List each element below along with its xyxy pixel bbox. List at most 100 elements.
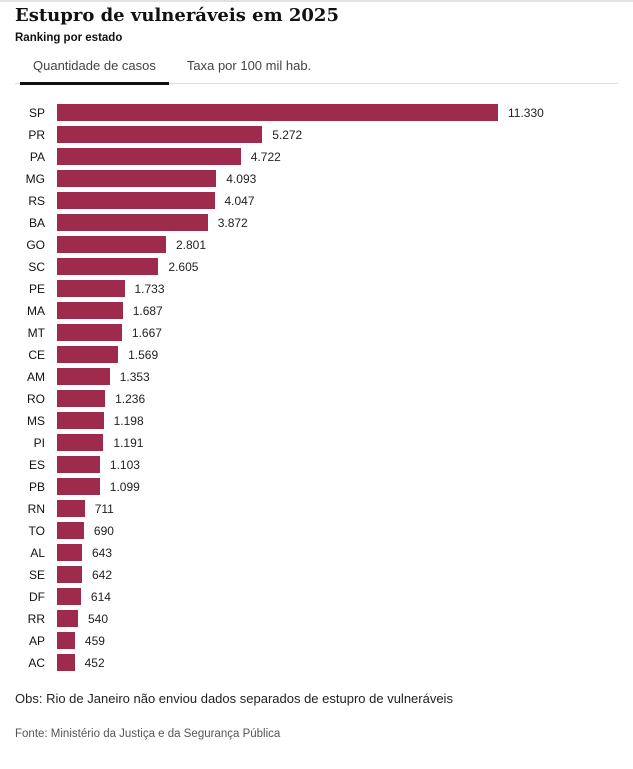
state-label: MA bbox=[27, 303, 45, 318]
value-label: 643 bbox=[92, 545, 113, 560]
value-label: 2.801 bbox=[176, 237, 207, 252]
bar bbox=[57, 412, 104, 429]
value-label: 1.667 bbox=[131, 325, 162, 340]
value-label: 1.353 bbox=[119, 369, 150, 384]
chart-row: RR 540 bbox=[15, 610, 618, 627]
chart-row: DF 614 bbox=[15, 588, 618, 605]
bar bbox=[57, 324, 122, 341]
value-label: 1.103 bbox=[109, 457, 140, 472]
value-label: 1.687 bbox=[132, 303, 163, 318]
value-label: 1.198 bbox=[113, 413, 144, 428]
bar bbox=[57, 500, 85, 517]
bar bbox=[57, 346, 119, 363]
state-label: AL bbox=[30, 545, 45, 560]
chart-row: MG 4.093 bbox=[15, 170, 618, 187]
bar bbox=[57, 456, 100, 473]
bar bbox=[57, 654, 75, 671]
value-label: 1.733 bbox=[134, 281, 165, 296]
chart-row: GO 2.801 bbox=[15, 236, 618, 253]
chart-row: AM 1.353 bbox=[15, 368, 618, 385]
bar bbox=[57, 434, 104, 451]
tab-quantidade-de-casos[interactable]: Quantidade de casos bbox=[20, 53, 169, 85]
chart-row: ES 1.103 bbox=[15, 456, 618, 473]
value-label: 614 bbox=[90, 589, 111, 604]
value-label: 2.605 bbox=[168, 259, 199, 274]
bar bbox=[57, 522, 84, 539]
chart-row: SE 642 bbox=[15, 566, 618, 583]
bar bbox=[57, 258, 159, 275]
chart-row: RN 711 bbox=[15, 500, 618, 517]
value-label: 1.569 bbox=[128, 347, 159, 362]
state-label: SP bbox=[28, 105, 45, 120]
bar bbox=[57, 610, 78, 627]
state-label: RN bbox=[27, 501, 45, 516]
chart-row: PE 1.733 bbox=[15, 280, 618, 297]
bar bbox=[57, 368, 110, 385]
chart-note: Obs: Rio de Janeiro não enviou dados sep… bbox=[15, 691, 453, 706]
page-subtitle: Ranking por estado bbox=[15, 32, 123, 44]
chart-row: RO 1.236 bbox=[15, 390, 618, 407]
bar bbox=[57, 588, 81, 605]
chart-row: PB 1.099 bbox=[15, 478, 618, 495]
state-label: MS bbox=[27, 413, 45, 428]
chart-row: PA 4.722 bbox=[15, 148, 618, 165]
chart-row: SP 11.330 bbox=[15, 104, 618, 121]
chart-row: SC 2.605 bbox=[15, 258, 618, 275]
value-label: 4.093 bbox=[226, 171, 257, 186]
bar bbox=[57, 104, 498, 121]
bar bbox=[57, 544, 82, 561]
state-label: BA bbox=[28, 215, 45, 230]
state-label: SE bbox=[28, 567, 45, 582]
value-label: 690 bbox=[93, 523, 114, 538]
state-label: AC bbox=[28, 655, 45, 670]
state-label: PR bbox=[28, 127, 45, 142]
chart-row: MT 1.667 bbox=[15, 324, 618, 341]
state-label: GO bbox=[26, 237, 45, 252]
chart-row: MS 1.198 bbox=[15, 412, 618, 429]
metric-tabs: Quantidade de casos Taxa por 100 mil hab… bbox=[15, 53, 618, 85]
state-label: TO bbox=[28, 523, 45, 538]
state-label: PE bbox=[28, 281, 45, 296]
value-label: 642 bbox=[92, 567, 113, 582]
chart-row: BA 3.872 bbox=[15, 214, 618, 231]
chart-source: Fonte: Ministério da Justiça e da Segura… bbox=[15, 728, 281, 740]
bar bbox=[57, 148, 241, 165]
bar bbox=[57, 632, 75, 649]
chart-row: PR 5.272 bbox=[15, 126, 618, 143]
chart-row: RS 4.047 bbox=[15, 192, 618, 209]
value-label: 540 bbox=[88, 611, 109, 626]
chart-row: PI 1.191 bbox=[15, 434, 618, 451]
bar bbox=[57, 566, 82, 583]
chart-row: CE 1.569 bbox=[15, 346, 618, 363]
state-label: RR bbox=[27, 611, 45, 626]
page: Estupro de vulneráveis em 2025 Ranking p… bbox=[0, 2, 633, 740]
state-label: AM bbox=[27, 369, 45, 384]
state-label: MT bbox=[27, 325, 45, 340]
tab-taxa-por-100-mil-hab[interactable]: Taxa por 100 mil hab. bbox=[174, 53, 324, 83]
bar bbox=[57, 280, 125, 297]
bar bbox=[57, 126, 263, 143]
state-label: PB bbox=[28, 479, 45, 494]
state-label: AP bbox=[28, 633, 45, 648]
value-label: 1.099 bbox=[109, 479, 140, 494]
state-label: DF bbox=[29, 589, 45, 604]
chart-row: AP 459 bbox=[15, 632, 618, 649]
value-label: 3.872 bbox=[217, 215, 248, 230]
state-label: RS bbox=[28, 193, 45, 208]
chart-row: MA 1.687 bbox=[15, 302, 618, 319]
state-label: PI bbox=[33, 435, 45, 450]
bar bbox=[57, 390, 106, 407]
value-label: 452 bbox=[84, 655, 105, 670]
bar bbox=[57, 192, 215, 209]
state-label: RO bbox=[27, 391, 45, 406]
value-label: 459 bbox=[84, 633, 105, 648]
value-label: 4.047 bbox=[224, 193, 255, 208]
state-label: PA bbox=[29, 149, 45, 164]
value-label: 1.191 bbox=[113, 435, 144, 450]
state-label: SC bbox=[28, 259, 45, 274]
chart-row: AC 452 bbox=[15, 654, 618, 671]
bar bbox=[57, 170, 217, 187]
state-label: ES bbox=[28, 457, 45, 472]
value-label: 4.722 bbox=[250, 149, 281, 164]
chart-row: TO 690 bbox=[15, 522, 618, 539]
